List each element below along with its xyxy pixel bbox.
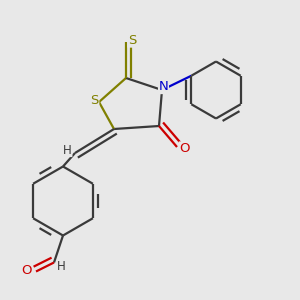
Text: H: H — [57, 260, 66, 274]
Text: O: O — [22, 263, 32, 277]
Text: N: N — [159, 80, 168, 94]
Text: H: H — [63, 143, 72, 157]
Text: S: S — [90, 94, 99, 107]
Text: O: O — [179, 142, 190, 155]
Text: S: S — [128, 34, 136, 47]
